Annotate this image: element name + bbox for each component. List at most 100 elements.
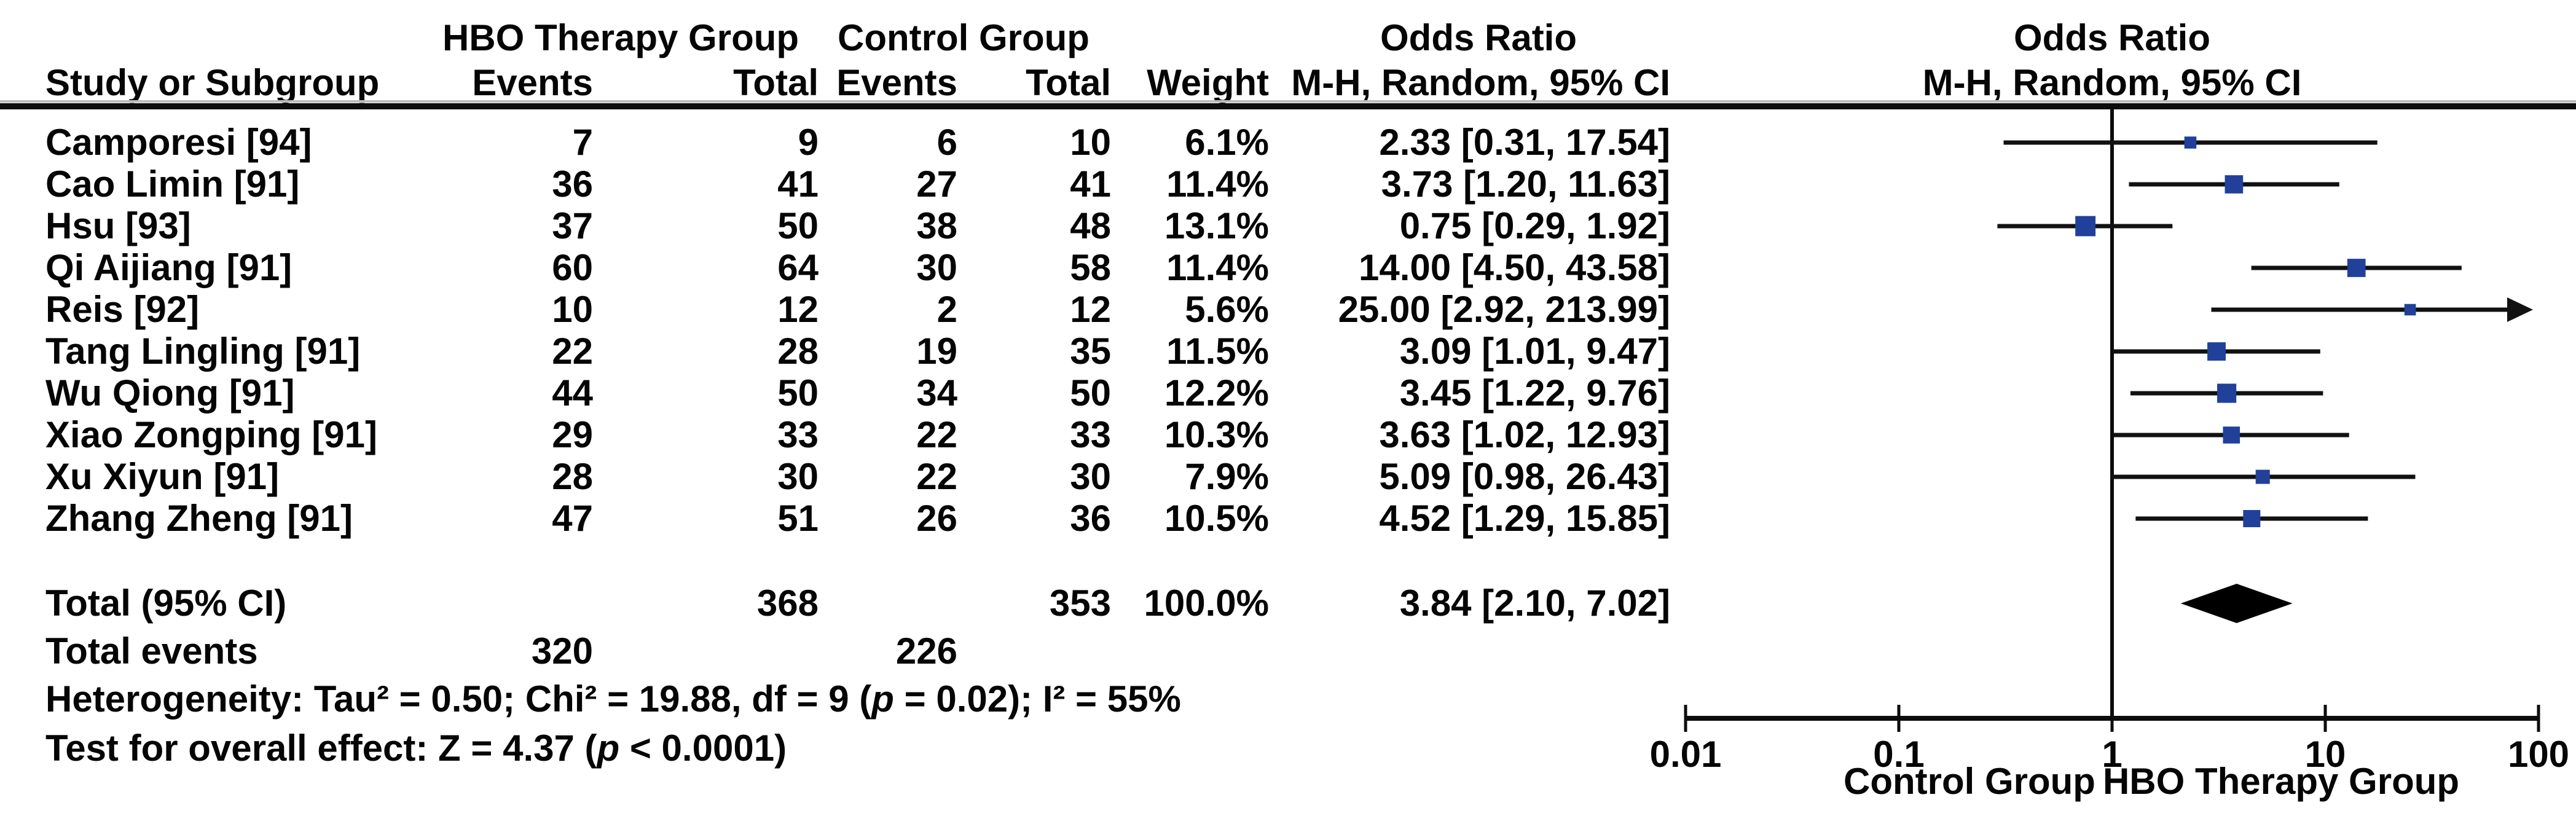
control-events-value: 27: [916, 163, 957, 205]
study-row-label: Xiao Zongping [91]: [45, 414, 377, 455]
weight-value: 10.3%: [1164, 414, 1269, 455]
weight-value: 13.1%: [1164, 205, 1269, 246]
weight-value: 11.4%: [1166, 247, 1269, 288]
total-or-ci: 3.84 [2.10, 7.02]: [1399, 583, 1670, 624]
hbo-total-value: 64: [777, 247, 819, 288]
hbo-events-value: 60: [552, 247, 593, 288]
control-events-value: 38: [916, 205, 957, 246]
or-ci-value: 3.63 [1.02, 12.93]: [1379, 414, 1670, 455]
axis-caption-control: Control Group: [1844, 761, 2095, 802]
control-total-value: 41: [1070, 163, 1111, 205]
x-axis-tick-label: 1: [2102, 734, 2122, 775]
study-row-label: Hsu [93]: [45, 205, 191, 246]
control-events-value: 22: [916, 456, 957, 497]
control-total-value: 58: [1070, 247, 1111, 288]
or-square: [2225, 175, 2244, 194]
control-events-value: 26: [916, 498, 957, 539]
header-study-col: Study or Subgroup: [45, 62, 380, 103]
header-control-total: Total: [1026, 62, 1111, 103]
header-rule: [0, 103, 2576, 109]
or-ci-value: 14.00 [4.50, 43.58]: [1358, 247, 1670, 288]
weight-value: 7.9%: [1185, 456, 1269, 497]
header-control-group: Control Group: [838, 17, 1090, 58]
hbo-events-value: 37: [552, 205, 593, 246]
x-axis-tick-label: 10: [2304, 734, 2346, 775]
study-row-label: Camporesi [94]: [45, 122, 312, 163]
control-events-value: 34: [916, 372, 957, 414]
weight-value: 11.4%: [1166, 163, 1269, 205]
weight-value: 6.1%: [1185, 122, 1269, 163]
header-or-title: Odds Ratio: [1380, 17, 1577, 58]
heterogeneity-p: p: [871, 678, 894, 720]
control-events-value: 30: [916, 247, 957, 288]
or-square: [2347, 259, 2366, 277]
total-hbo-total: 368: [756, 583, 819, 624]
control-total-value: 36: [1070, 498, 1111, 539]
or-square: [2255, 469, 2270, 484]
header-plot-or-subtitle: M-H, Random, 95% CI: [1922, 62, 2302, 103]
header-hbo-group: HBO Therapy Group: [442, 17, 799, 58]
or-ci-value: 3.09 [1.01, 9.47]: [1399, 331, 1670, 372]
x-axis-tick: [1684, 705, 1687, 732]
control-events-value: 19: [916, 331, 957, 372]
study-row-label: Wu Qiong [91]: [45, 372, 295, 414]
or-square: [2217, 383, 2237, 403]
control-total-value: 48: [1070, 205, 1111, 246]
or-ci-value: 25.00 [2.92, 213.99]: [1338, 289, 1670, 330]
hbo-total-value: 51: [777, 498, 819, 539]
hbo-events-value: 36: [552, 163, 593, 205]
or-ci-value: 2.33 [0.31, 17.54]: [1379, 122, 1670, 163]
header-rule-shadow: [0, 100, 2576, 103]
study-row-label: Qi Aijiang [91]: [45, 247, 293, 288]
x-axis-tick-label: 0.01: [1649, 734, 1722, 775]
hbo-total-value: 30: [777, 456, 819, 497]
weight-value: 10.5%: [1164, 498, 1269, 539]
or-square: [2223, 426, 2240, 444]
study-row-label: Xu Xiyun [91]: [45, 456, 280, 497]
header-hbo-events: Events: [472, 62, 593, 103]
header-hbo-total: Total: [733, 62, 819, 103]
overall-effect-text: Test for overall effect: Z = 4.37 (: [45, 728, 597, 769]
overall-effect-line: Test for overall effect: Z = 4.37 (p < 0…: [45, 730, 787, 767]
study-row-label: Reis [92]: [45, 289, 200, 330]
total-weight: 100.0%: [1144, 583, 1270, 624]
control-total-value: 50: [1070, 372, 1111, 414]
no-effect-line: [2110, 109, 2114, 718]
control-total-value: 12: [1070, 289, 1111, 330]
header-control-events: Events: [836, 62, 957, 103]
summary-diamond: [2180, 584, 2293, 623]
hbo-total-value: 9: [798, 122, 819, 163]
study-row-label: Zhang Zheng [91]: [45, 498, 353, 539]
hbo-events-value: 7: [572, 122, 593, 163]
control-events-value: 6: [937, 122, 957, 163]
control-events-value: 22: [916, 414, 957, 455]
heterogeneity-line: Heterogeneity: Tau² = 0.50; Chi² = 19.88…: [45, 681, 1181, 718]
weight-value: 11.5%: [1166, 331, 1269, 372]
or-square: [2243, 510, 2261, 527]
total-events-label: Total events: [45, 630, 258, 672]
heterogeneity-tail: = 0.02); I² = 55%: [893, 678, 1181, 720]
hbo-events-value: 47: [552, 498, 593, 539]
or-ci-value: 4.52 [1.29, 15.85]: [1379, 498, 1670, 539]
or-ci-value: 0.75 [0.29, 1.92]: [1399, 205, 1670, 246]
or-ci-value: 3.45 [1.22, 9.76]: [1399, 372, 1670, 414]
header-or-subtitle: M-H, Random, 95% CI: [1291, 62, 1670, 103]
total-events-control: 226: [895, 630, 957, 672]
hbo-events-value: 28: [552, 456, 593, 497]
control-total-value: 10: [1070, 122, 1111, 163]
total-row-label: Total (95% CI): [45, 583, 287, 624]
axis-caption-hbo: HBO Therapy Group: [2102, 761, 2460, 802]
or-square: [2075, 216, 2096, 237]
study-row-label: Cao Limin [91]: [45, 163, 300, 205]
control-total-value: 30: [1070, 456, 1111, 497]
ci-arrow-right: [2507, 297, 2533, 322]
hbo-total-value: 28: [777, 331, 819, 372]
control-total-value: 33: [1070, 414, 1111, 455]
heterogeneity-text: Heterogeneity: Tau² = 0.50; Chi² = 19.88…: [45, 678, 872, 720]
x-axis-tick-label: 0.1: [1873, 734, 1925, 775]
hbo-total-value: 50: [777, 205, 819, 246]
or-square: [2207, 342, 2226, 361]
hbo-events-value: 44: [552, 372, 593, 414]
